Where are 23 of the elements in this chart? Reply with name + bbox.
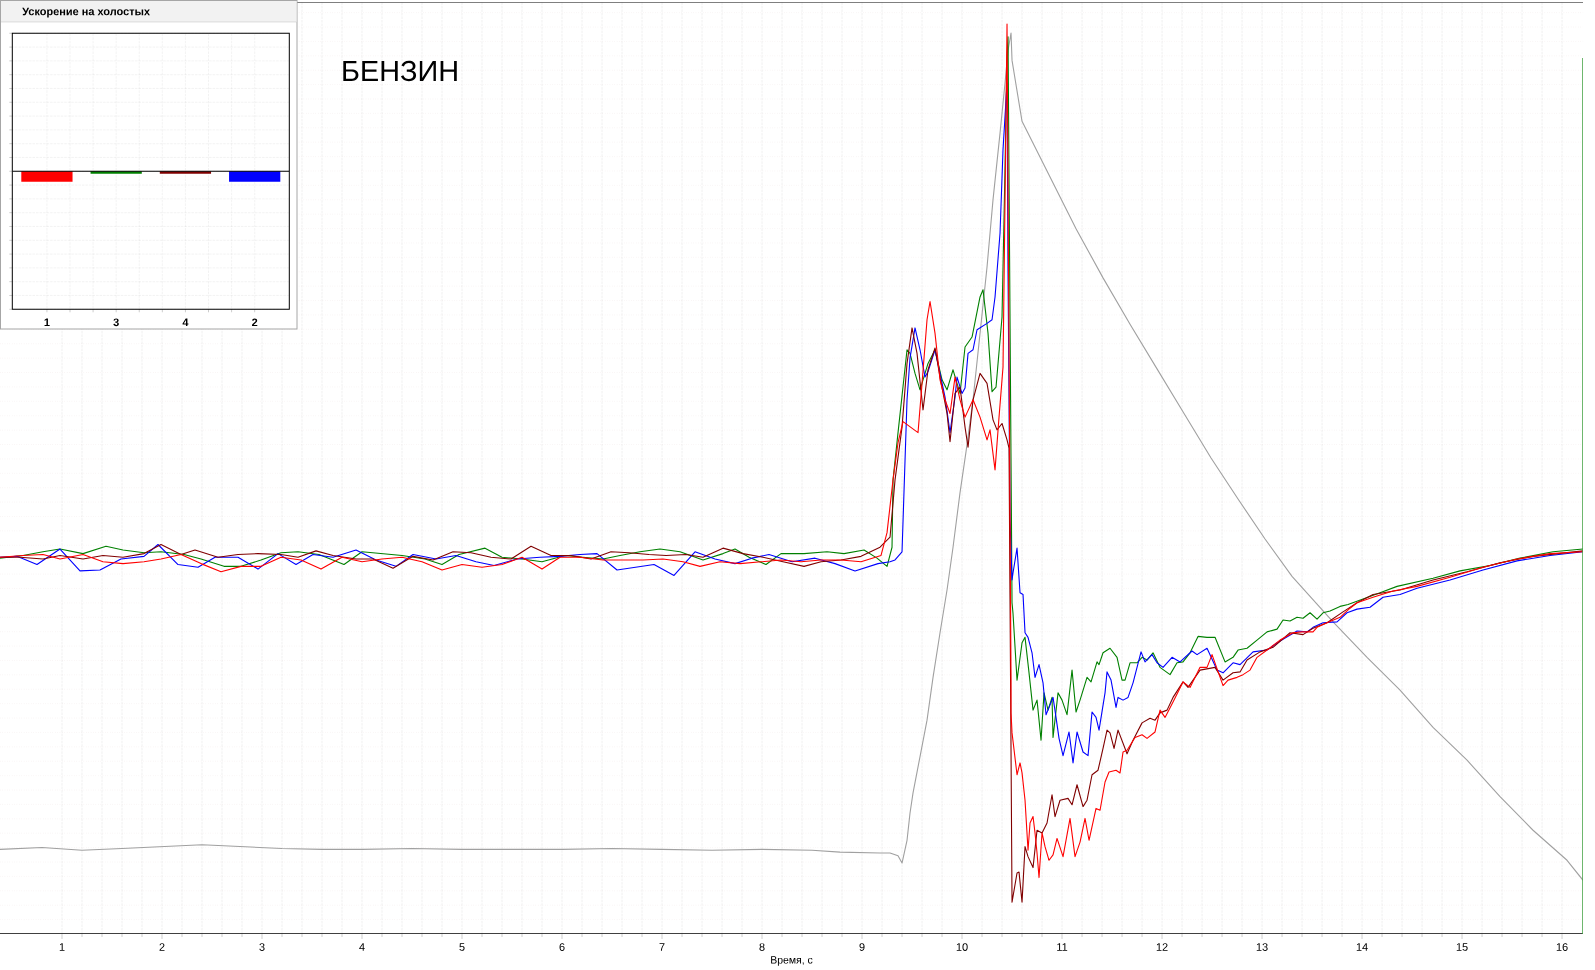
x-tick-label: 13 bbox=[1256, 943, 1268, 951]
x-axis-title: Время, с bbox=[771, 956, 813, 966]
x-tick-label: 4 bbox=[359, 943, 365, 951]
x-tick-label: 12 bbox=[1156, 943, 1168, 951]
x-tick-label: 8 bbox=[759, 943, 765, 951]
x-tick-label: 16 bbox=[1556, 943, 1568, 951]
chart-title: Ускорение на холостых bbox=[22, 7, 150, 18]
x-tick-label: 6 bbox=[559, 943, 565, 951]
x-tick-label: 1 bbox=[44, 318, 50, 327]
x-tick-label: 15 bbox=[1456, 943, 1468, 951]
x-tick-label: 4 bbox=[182, 318, 189, 327]
x-tick-label: 5 bbox=[459, 943, 465, 951]
annotation: БЕНЗИН bbox=[343, 60, 457, 82]
x-tick-label: 9 bbox=[859, 943, 865, 951]
x-tick-label: 14 bbox=[1356, 943, 1368, 951]
x-tick-label: 10 bbox=[956, 943, 968, 951]
x-tick-label: 2 bbox=[159, 943, 165, 951]
x-tick-label: 1 bbox=[59, 943, 65, 951]
x-tick-label: 7 bbox=[659, 943, 665, 951]
x-tick-label: 3 bbox=[113, 318, 119, 327]
x-tick-label: 3 bbox=[259, 943, 265, 951]
x-tick-label: 2 bbox=[252, 318, 258, 327]
x-tick-label: 11 bbox=[1057, 943, 1068, 951]
